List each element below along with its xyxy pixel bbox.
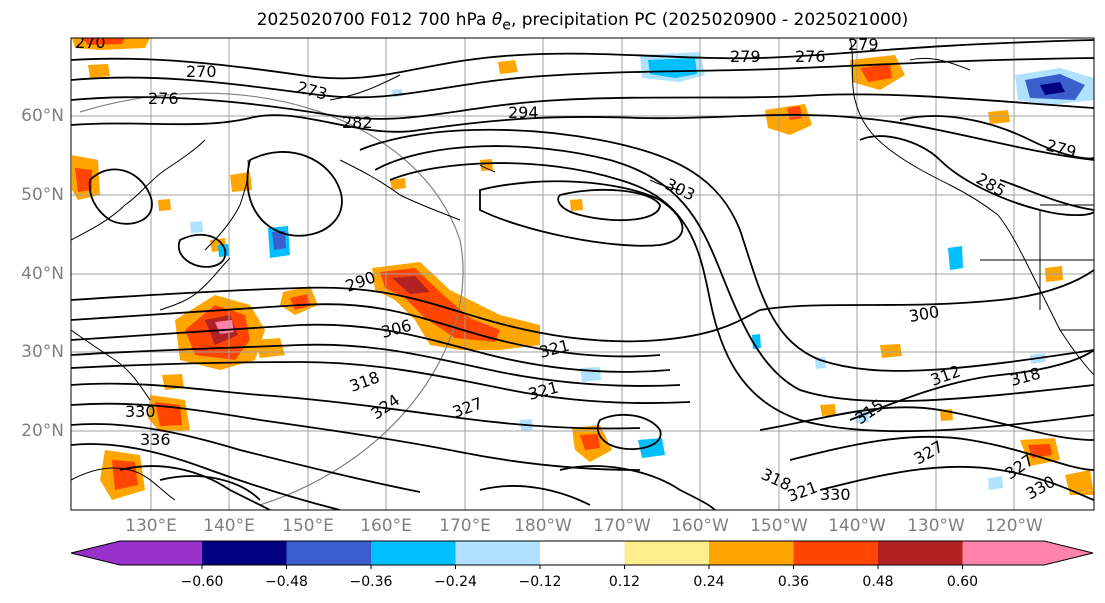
colorbar-segment <box>540 541 625 565</box>
theta-e-contours <box>71 39 1094 510</box>
contour-label: 276 <box>795 47 826 66</box>
lon-label-120w: 120°W <box>985 516 1043 536</box>
colorbar-tick-label: 0.36 <box>777 574 810 590</box>
lon-label-160w: 160°W <box>671 516 729 536</box>
colorbar-segment <box>286 541 371 565</box>
figure-title: 2025020700 F012 700 hPa θe, precipitatio… <box>256 10 909 34</box>
lon-label-150w: 150°W <box>750 516 808 536</box>
lat-label-60n: 60°N <box>21 106 64 126</box>
lon-label-170e: 170°E <box>439 516 491 536</box>
colorbar <box>70 540 1094 569</box>
lat-label-30n: 30°N <box>21 342 64 362</box>
colorbar-tick-label: −0.12 <box>518 574 562 590</box>
contour-label: 276 <box>148 89 179 108</box>
colorbar-segment <box>793 541 878 565</box>
lon-label-140e: 140°E <box>203 516 255 536</box>
colorbar-segment <box>371 541 456 565</box>
lon-label-180w: 180°W <box>514 516 572 536</box>
lon-label-130w: 130°W <box>907 516 965 536</box>
lon-label-160e: 160°E <box>360 516 412 536</box>
colorbar-outline <box>70 540 1094 566</box>
contour-label: 279 <box>848 35 879 54</box>
colorbar-tick-label: 0.12 <box>608 574 641 590</box>
colorbar-tick-label: 0.60 <box>946 574 979 590</box>
colorbar-segment <box>71 541 202 565</box>
contour-label: 330 <box>125 402 156 421</box>
colorbar-tick-label: −0.36 <box>349 574 393 590</box>
graticule <box>71 38 1094 510</box>
precip-positive-shading <box>72 38 1094 500</box>
contour-label: 270 <box>75 33 106 52</box>
lat-label-50n: 50°N <box>21 185 64 205</box>
contour-label: 294 <box>508 103 539 122</box>
colorbar-tick-label: −0.60 <box>180 574 224 590</box>
colorbar-segment <box>202 541 287 565</box>
colorbar-segment <box>624 541 709 565</box>
contour-label: 279 <box>730 47 761 66</box>
colorbar-tick-label: 0.24 <box>693 574 725 590</box>
contour-label: 336 <box>140 430 171 449</box>
colorbar-segment <box>878 541 963 565</box>
colorbar-segment <box>709 541 794 565</box>
contour-label: 270 <box>186 62 217 81</box>
contour-label: 330 <box>820 485 851 504</box>
colorbar-tick-label: −0.24 <box>434 574 477 590</box>
lat-label-20n: 20°N <box>21 421 64 441</box>
colorbar-tick-label: −0.48 <box>265 574 308 590</box>
lon-label-150e: 150°E <box>282 516 334 536</box>
lon-label-170w: 170°W <box>593 516 651 536</box>
lon-label-140w: 140°W <box>828 516 886 536</box>
colorbar-tick-label: 0.48 <box>862 574 894 590</box>
lon-label-130e: 130°E <box>125 516 177 536</box>
reference-circle <box>79 92 464 506</box>
lat-label-40n: 40°N <box>21 264 64 284</box>
map-frame <box>70 37 1095 511</box>
colorbar-segment <box>962 541 1093 565</box>
coastlines <box>71 38 1094 501</box>
colorbar-segment <box>455 541 540 565</box>
contour-label: 282 <box>342 113 373 132</box>
